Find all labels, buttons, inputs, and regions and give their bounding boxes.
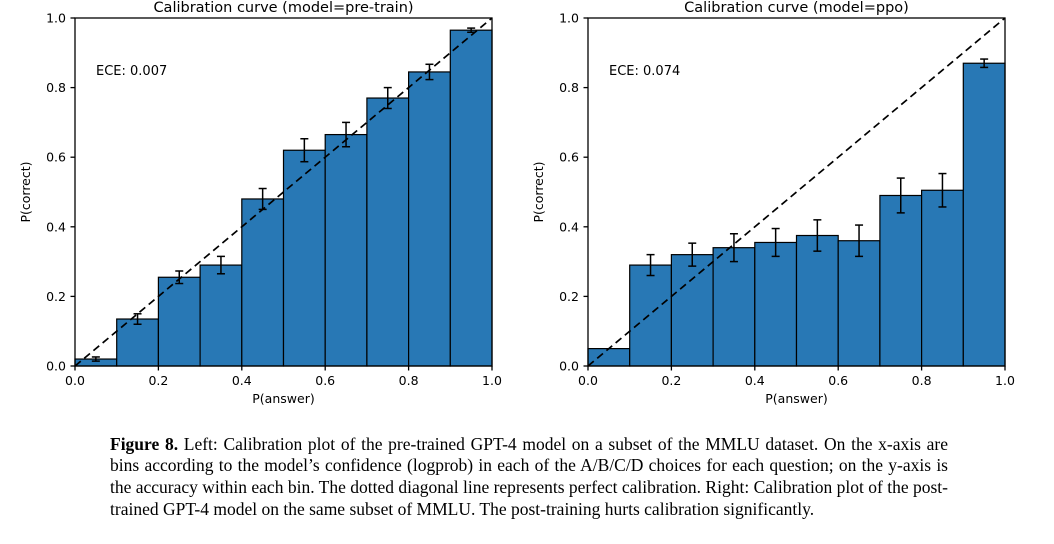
diagonal-reference-line bbox=[587, 17, 1006, 367]
x-tick-label: 0.2 bbox=[661, 373, 681, 388]
bar bbox=[157, 276, 201, 367]
error-bar bbox=[646, 253, 655, 277]
y-tick-label: 0.4 bbox=[46, 219, 66, 234]
error-bar bbox=[729, 233, 738, 263]
x-axis-ticks: 0.0 0.2 0.4 0.6 0.8 1.0 bbox=[578, 366, 1015, 388]
error-bar bbox=[175, 270, 184, 285]
y-tick-label: 0.8 bbox=[46, 80, 66, 95]
x-tick-label: 0.0 bbox=[65, 373, 85, 388]
error-bar bbox=[383, 86, 392, 110]
y-tick-label: 0.0 bbox=[46, 359, 66, 374]
calibration-chart-ppo: 0.0 0.2 0.4 0.6 0.8 1.0 0.0 0.2 0.4 0.6 0.8 1.0 Cali… bbox=[527, 0, 1054, 418]
x-axis-label: P(answer) bbox=[765, 391, 827, 406]
error-bar bbox=[896, 177, 905, 214]
error-bar bbox=[342, 121, 351, 148]
y-tick-label: 1.0 bbox=[559, 11, 579, 26]
y-tick-label: 0.8 bbox=[559, 80, 579, 95]
x-tick-label: 0.0 bbox=[578, 373, 598, 388]
x-tick-label: 0.8 bbox=[399, 373, 419, 388]
y-axis-label: P(correct) bbox=[531, 161, 546, 222]
axes-box bbox=[587, 17, 1006, 367]
bars bbox=[587, 62, 1006, 367]
error-bar bbox=[216, 255, 225, 275]
x-tick-label: 0.4 bbox=[745, 373, 765, 388]
bar bbox=[712, 247, 756, 367]
y-axis-label: P(correct) bbox=[18, 161, 33, 222]
error-bar bbox=[938, 172, 947, 208]
x-axis-label: P(answer) bbox=[252, 391, 314, 406]
chart-canvas: 0.0 0.2 0.4 0.6 0.8 1.0 0.0 0.2 0.4 0.6 0.8 1.0 Cali… bbox=[531, 0, 1015, 406]
error-bar bbox=[258, 187, 267, 211]
error-bar bbox=[300, 138, 309, 163]
bar bbox=[199, 264, 243, 367]
calibration-chart-pretrain: 0.0 0.2 0.4 0.6 0.8 1.0 0.0 0.2 0.4 0.6 0.8 1.0 Cali… bbox=[0, 0, 527, 418]
y-axis-ticks: 0.0 0.2 0.4 0.6 0.8 1.0 bbox=[46, 11, 75, 374]
error-bar bbox=[425, 63, 434, 81]
y-tick-label: 0.6 bbox=[559, 150, 579, 165]
error-bar bbox=[91, 356, 100, 362]
y-tick-label: 0.4 bbox=[559, 219, 579, 234]
figure-caption: Figure 8. Left: Calibration plot of the … bbox=[110, 434, 948, 521]
bar bbox=[962, 62, 1006, 367]
x-tick-label: 0.4 bbox=[232, 373, 252, 388]
error-bar bbox=[813, 219, 822, 252]
bar bbox=[837, 240, 881, 367]
figure-caption-label: Figure 8. bbox=[110, 433, 179, 454]
bar bbox=[449, 29, 493, 367]
x-tick-label: 1.0 bbox=[482, 373, 502, 388]
bar bbox=[921, 189, 964, 367]
chart-title: Calibration curve (model=pre-train) bbox=[153, 0, 413, 16]
x-tick-label: 0.8 bbox=[912, 373, 932, 388]
y-tick-label: 1.0 bbox=[46, 11, 66, 26]
error-bar bbox=[467, 27, 476, 34]
error-bar bbox=[771, 227, 780, 258]
bar bbox=[587, 348, 631, 367]
bar bbox=[629, 264, 672, 367]
bar bbox=[324, 133, 368, 367]
x-tick-label: 0.6 bbox=[828, 373, 848, 388]
x-axis-ticks: 0.0 0.2 0.4 0.6 0.8 1.0 bbox=[65, 366, 502, 388]
error-bar bbox=[688, 242, 697, 267]
bar bbox=[241, 198, 285, 367]
error-bar bbox=[855, 224, 864, 258]
y-axis-ticks: 0.0 0.2 0.4 0.6 0.8 1.0 bbox=[559, 11, 588, 374]
ece-annotation: ECE: 0.074 bbox=[609, 64, 680, 79]
y-tick-label: 0.2 bbox=[559, 289, 579, 304]
error-bars bbox=[91, 27, 476, 362]
y-tick-label: 0.2 bbox=[46, 289, 66, 304]
bar bbox=[670, 254, 714, 367]
axes-box bbox=[74, 17, 493, 367]
figure-caption-text: Left: Calibration plot of the pre-traine… bbox=[110, 433, 948, 519]
y-tick-label: 0.0 bbox=[559, 359, 579, 374]
bar bbox=[879, 194, 923, 367]
error-bar bbox=[980, 58, 989, 69]
bar bbox=[754, 241, 798, 367]
y-tick-label: 0.6 bbox=[46, 150, 66, 165]
diagonal-reference-line bbox=[74, 17, 493, 367]
chart-canvas: 0.0 0.2 0.4 0.6 0.8 1.0 0.0 0.2 0.4 0.6 0.8 1.0 Cali… bbox=[18, 0, 502, 406]
x-tick-label: 0.2 bbox=[148, 373, 168, 388]
x-tick-label: 0.6 bbox=[315, 373, 335, 388]
bar bbox=[282, 149, 326, 367]
error-bars bbox=[646, 58, 989, 277]
bar bbox=[408, 71, 451, 367]
ece-annotation: ECE: 0.007 bbox=[96, 64, 167, 79]
chart-title: Calibration curve (model=ppo) bbox=[684, 0, 909, 16]
x-tick-label: 1.0 bbox=[995, 373, 1015, 388]
bar bbox=[795, 234, 839, 367]
bar bbox=[366, 97, 410, 367]
error-bar bbox=[133, 313, 142, 325]
